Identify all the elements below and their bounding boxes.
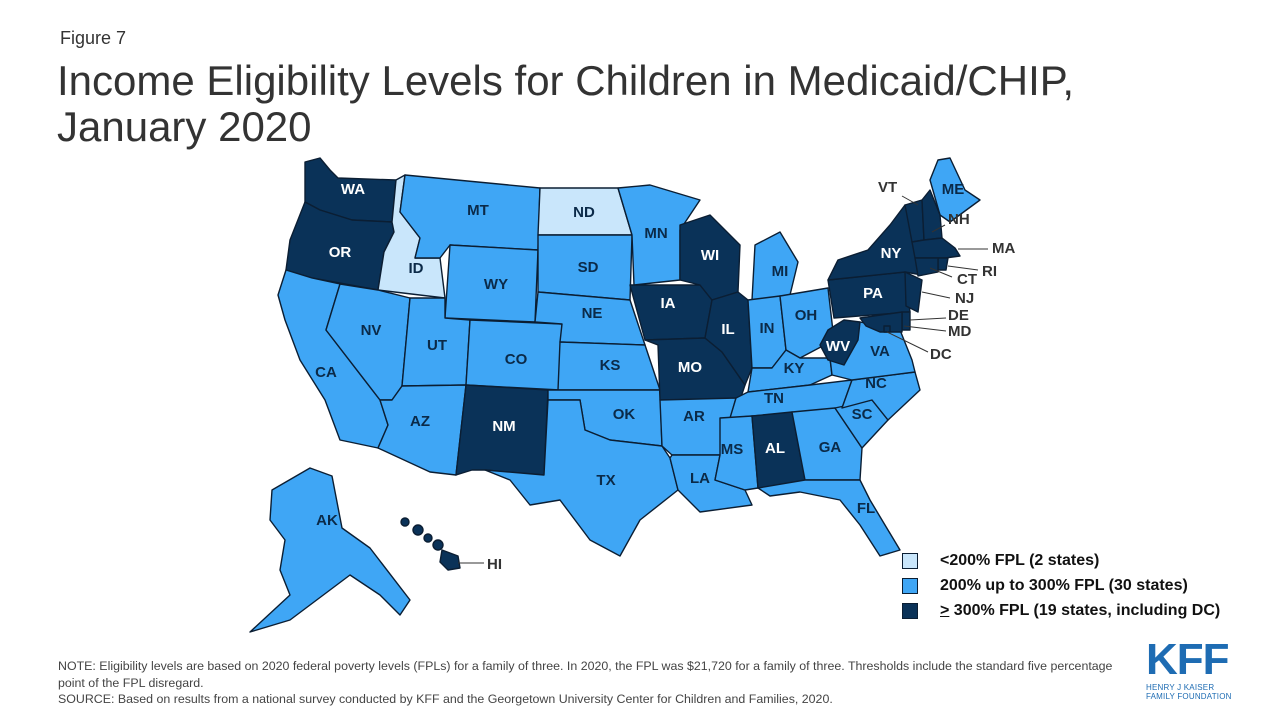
kff-logo: KFF HENRY J KAISER FAMILY FOUNDATION <box>1146 635 1238 702</box>
state-ME <box>929 157 981 223</box>
state-label-MT: MT <box>467 202 489 219</box>
state-labels: WA OR CA ID NV MT WY UT AZ CO NM ND SD NE KS OK TX MN IA MO… <box>315 181 964 529</box>
state-label-NY: NY <box>881 245 902 262</box>
state-CT <box>914 257 939 277</box>
state-shapes <box>249 157 981 633</box>
state-MD <box>859 311 903 333</box>
legend-swatch-mid <box>902 577 918 594</box>
state-label-DE: DE <box>948 307 969 324</box>
state-label-TX: TX <box>596 472 615 489</box>
state-label-MO: MO <box>678 359 702 376</box>
state-label-AL: AL <box>765 440 785 457</box>
state-IA <box>629 284 713 341</box>
legend-swatch-low <box>902 552 918 569</box>
state-label-NE: NE <box>582 305 603 322</box>
state-label-OK: OK <box>613 406 636 423</box>
state-label-CO: CO <box>505 351 528 368</box>
state-IL <box>704 291 753 386</box>
state-label-KY: KY <box>784 360 805 377</box>
state-label-IL: IL <box>721 321 734 338</box>
legend: <200% FPL (2 states) 200% up to 300% FPL… <box>902 548 1220 623</box>
figure-label: Figure 7 <box>60 28 127 48</box>
state-label-AR: AR <box>683 408 705 425</box>
state-label-CT: CT <box>957 271 977 288</box>
state-label-PA: PA <box>863 285 883 302</box>
state-RI <box>937 257 949 271</box>
state-HI <box>400 517 461 571</box>
state-DE <box>901 311 911 331</box>
state-label-MS: MS <box>721 441 744 458</box>
state-FL <box>757 479 901 557</box>
state-NJ <box>904 271 923 313</box>
note-text: NOTE: Eligibility levels are based on 20… <box>58 659 1113 690</box>
legend-prefix-high: > <box>940 601 950 619</box>
legend-label-low: <200% FPL (2 states) <box>940 551 1100 569</box>
state-OH <box>779 287 835 359</box>
state-label-CA: CA <box>315 364 337 381</box>
state-GA <box>791 407 863 481</box>
state-label-HI: HI <box>487 556 502 573</box>
state-WV <box>819 319 861 366</box>
page-title: Income Eligibility Levels for Children i… <box>57 57 1075 150</box>
state-label-RI: RI <box>982 263 997 280</box>
legend-label-high: > 300% FPL (19 states, including DC) <box>940 602 1220 620</box>
state-label-VT: VT <box>878 179 897 196</box>
state-label-WA: WA <box>341 181 365 198</box>
state-label-OR: OR <box>329 244 352 261</box>
notes: NOTE: Eligibility levels are based on 20… <box>58 658 1138 708</box>
state-label-IN: IN <box>760 320 775 337</box>
state-label-KS: KS <box>600 357 621 374</box>
legend-swatch-high <box>902 602 918 619</box>
state-label-VA: VA <box>870 343 890 360</box>
state-label-NH: NH <box>948 211 970 228</box>
legend-item-mid: 200% up to 300% FPL (30 states) <box>902 573 1220 598</box>
state-NH <box>921 189 943 241</box>
state-label-NV: NV <box>361 322 382 339</box>
legend-item-low: <200% FPL (2 states) <box>902 548 1220 573</box>
state-label-NC: NC <box>865 375 887 392</box>
state-label-AZ: AZ <box>410 413 430 430</box>
state-label-MI: MI <box>772 263 789 280</box>
state-label-LA: LA <box>690 470 710 487</box>
state-label-MD: MD <box>948 323 971 340</box>
state-label-ND: ND <box>573 204 595 221</box>
state-label-IA: IA <box>661 295 676 312</box>
state-DC <box>883 325 891 333</box>
state-label-NJ: NJ <box>955 290 974 307</box>
state-label-TN: TN <box>764 390 784 407</box>
state-label-FL: FL <box>857 500 875 517</box>
state-MI <box>751 231 799 301</box>
state-label-WY: WY <box>484 276 508 293</box>
state-label-MN: MN <box>644 225 667 242</box>
legend-item-high: > 300% FPL (19 states, including DC) <box>902 598 1220 623</box>
logo-line2: FAMILY FOUNDATION <box>1146 692 1232 701</box>
state-label-NM: NM <box>492 418 515 435</box>
source-text: SOURCE: Based on results from a national… <box>58 692 833 706</box>
legend-label-mid: 200% up to 300% FPL (30 states) <box>940 576 1188 594</box>
logo-line1: HENRY J KAISER <box>1146 683 1215 692</box>
state-label-WI: WI <box>701 247 719 264</box>
state-label-ME: ME <box>942 181 965 198</box>
state-label-WV: WV <box>826 338 850 355</box>
state-label-ID: ID <box>409 260 424 277</box>
state-label-AK: AK <box>316 512 338 529</box>
state-label-UT: UT <box>427 337 447 354</box>
state-MA <box>911 237 961 259</box>
state-label-SC: SC <box>852 406 873 423</box>
leader-lines <box>458 195 988 564</box>
state-label-DC: DC <box>930 346 952 363</box>
state-label-MA: MA <box>992 240 1015 257</box>
state-label-OH: OH <box>795 307 818 324</box>
legend-text-high: 300% FPL (19 states, including DC) <box>949 601 1221 619</box>
state-TX <box>484 399 679 557</box>
state-AK <box>249 467 411 633</box>
logo-mark: KFF <box>1146 635 1230 684</box>
state-label-SD: SD <box>578 259 599 276</box>
state-label-GA: GA <box>819 439 842 456</box>
